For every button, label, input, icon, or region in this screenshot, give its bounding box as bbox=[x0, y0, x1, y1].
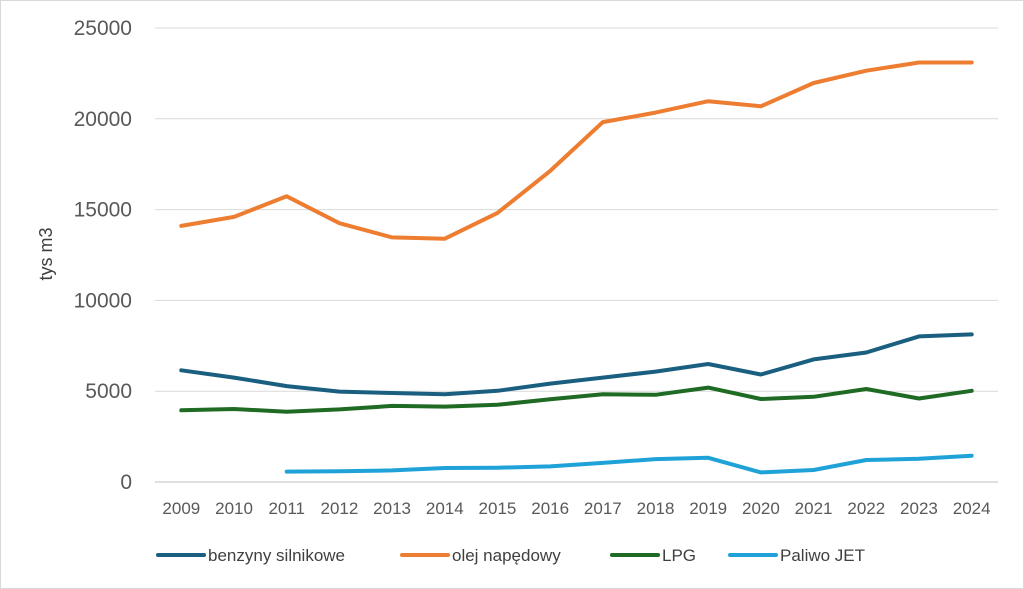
x-tick-label: 2019 bbox=[689, 499, 727, 518]
x-tick-label: 2018 bbox=[637, 499, 675, 518]
x-tick-label: 2011 bbox=[268, 499, 305, 518]
y-tick-labels: 0 5000 10000 15000 20000 25000 bbox=[74, 17, 132, 494]
series-line-0 bbox=[179, 332, 974, 397]
x-tick-label: 2010 bbox=[215, 499, 253, 518]
legend-label: Paliwo JET bbox=[780, 546, 865, 565]
legend: benzyny silnikowe olej napędowy LPG Paliwo … bbox=[156, 546, 865, 565]
x-tick-label: 2017 bbox=[584, 499, 622, 518]
x-tick-label: 2023 bbox=[900, 499, 938, 518]
gridlines bbox=[155, 27, 998, 483]
x-tick-label: 2024 bbox=[953, 499, 991, 518]
y-tick-label: 25000 bbox=[74, 17, 132, 40]
x-tick-label: 2012 bbox=[320, 499, 358, 518]
series-lines bbox=[179, 60, 974, 475]
x-tick-label: 2009 bbox=[162, 499, 200, 518]
y-tick-label: 15000 bbox=[74, 199, 132, 222]
legend-label: benzyny silnikowe bbox=[208, 546, 345, 565]
series-line-3 bbox=[284, 453, 974, 475]
x-tick-labels: 2009 2010 2011 2012 2013 2014 2015 2016 2017 2018… bbox=[162, 499, 990, 518]
y-tick-label: 5000 bbox=[85, 380, 132, 403]
series-line-2 bbox=[179, 385, 974, 414]
x-tick-label: 2016 bbox=[531, 499, 569, 518]
x-tick-label: 2022 bbox=[847, 499, 885, 518]
legend-label: LPG bbox=[662, 546, 696, 565]
x-tick-label: 2020 bbox=[742, 499, 780, 518]
y-tick-label: 20000 bbox=[74, 108, 132, 131]
y-tick-label: 0 bbox=[120, 471, 132, 494]
x-tick-label: 2015 bbox=[479, 499, 517, 518]
y-axis-title: tys m3 bbox=[36, 227, 56, 280]
x-tick-label: 2021 bbox=[795, 499, 833, 518]
legend-label: olej napędowy bbox=[452, 546, 561, 565]
x-tick-label: 2013 bbox=[373, 499, 411, 518]
y-tick-label: 10000 bbox=[74, 289, 132, 312]
series-line-1 bbox=[179, 60, 974, 241]
x-tick-label: 2014 bbox=[426, 499, 464, 518]
